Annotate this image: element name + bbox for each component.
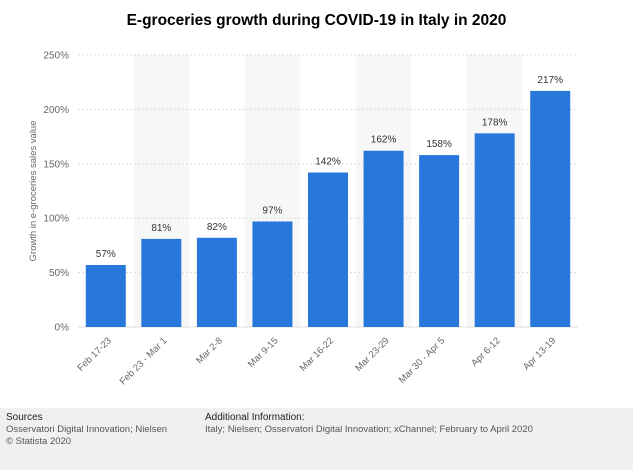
value-label: 97% bbox=[262, 205, 282, 216]
chart-title: E-groceries growth during COVID-19 in It… bbox=[126, 12, 507, 29]
sources-block: Sources Osservatori Digital Innovation; … bbox=[6, 412, 167, 448]
bar bbox=[363, 150, 404, 327]
value-label: 217% bbox=[537, 75, 563, 86]
sources-line: Osservatori Digital Innovation; Nielsen bbox=[6, 424, 168, 435]
value-label: 57% bbox=[96, 249, 116, 260]
copyright-text: © Statista 2020 bbox=[6, 436, 72, 447]
y-axis-title: Growth in e-groceries sales value bbox=[28, 121, 39, 262]
y-tick-label: 250% bbox=[43, 51, 69, 62]
bar bbox=[308, 172, 348, 327]
bar bbox=[474, 133, 515, 327]
y-tick-label: 150% bbox=[43, 159, 69, 170]
x-tick-label: Mar 9-15 bbox=[246, 335, 281, 370]
additional-info-heading: Additional Information: bbox=[205, 412, 305, 423]
bar bbox=[530, 90, 571, 328]
y-tick-label: 100% bbox=[43, 214, 69, 225]
additional-info-block: Additional Information: Italy; Nielsen; … bbox=[205, 412, 533, 436]
bar bbox=[85, 264, 126, 327]
y-tick-label: 50% bbox=[49, 268, 69, 279]
value-label: 162% bbox=[371, 135, 397, 146]
y-tick-label: 0% bbox=[55, 323, 70, 334]
x-tick-label: Mar 23-29 bbox=[353, 335, 391, 373]
x-tick-label: Mar 2-8 bbox=[194, 335, 225, 366]
x-tick-label: Apr 6-12 bbox=[469, 335, 503, 369]
x-tick-label: Apr 13-19 bbox=[521, 335, 558, 372]
sources-heading: Sources bbox=[6, 412, 43, 423]
y-tick-label: 200% bbox=[43, 105, 69, 116]
value-label: 142% bbox=[315, 157, 341, 168]
x-tick-label: Feb 23 - Mar 1 bbox=[118, 335, 170, 387]
chart-card: 0% 50% 100% 150% 200% 250% Growth in e-groceri… bbox=[0, 0, 633, 408]
value-label: 158% bbox=[426, 139, 452, 150]
value-label: 82% bbox=[207, 222, 227, 233]
bar bbox=[141, 238, 182, 327]
bar bbox=[196, 237, 237, 327]
x-tick-label: Feb 17-23 bbox=[75, 335, 113, 373]
x-tick-label: Mar 30 - Apr 5 bbox=[397, 335, 447, 385]
bar-chart: 0% 50% 100% 150% 200% 250% Growth in e-groceri… bbox=[28, 51, 578, 387]
bar bbox=[252, 221, 293, 327]
x-tick-label: Mar 16-22 bbox=[298, 335, 336, 373]
bar bbox=[419, 155, 460, 327]
additional-info-line: Italy; Nielsen; Osservatori Digital Inno… bbox=[205, 424, 533, 435]
value-label: 81% bbox=[151, 223, 171, 234]
value-label: 178% bbox=[482, 117, 508, 128]
